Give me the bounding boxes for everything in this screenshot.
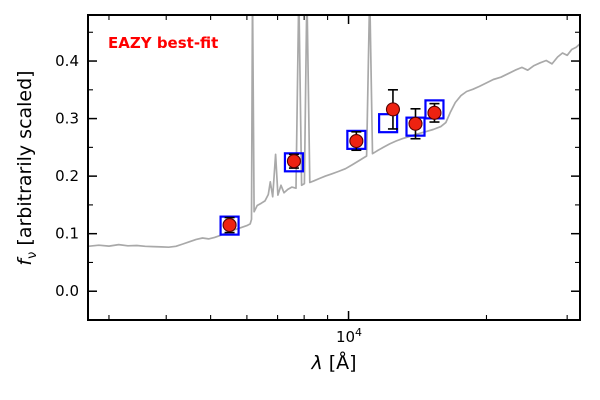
observed-photometry-point (408, 116, 423, 131)
eazy-best-fit-label: EAZY best-fit (108, 34, 219, 52)
x-tick-base: 10 (335, 328, 356, 346)
observed-photometry-point (222, 217, 237, 233)
x-axis-label-rest: [Å] (322, 352, 357, 374)
x-major-tick-label: 104 (336, 326, 362, 346)
y-axis-subscript: ν (24, 251, 40, 259)
y-tick-label: 0.3 (55, 110, 79, 128)
observed-photometry-point (349, 133, 364, 149)
y-tick-label: 0.4 (55, 52, 79, 70)
y-axis-symbol: f (14, 258, 37, 266)
observed-photometry-point (286, 154, 301, 169)
model-spectrum-line (88, 15, 580, 249)
x-axis-symbol: λ (311, 352, 323, 374)
model-photometry-point (219, 215, 240, 236)
observed-photometry-point (385, 102, 400, 117)
y-tick-label: 0.0 (55, 282, 79, 300)
observed-photometry-point (427, 105, 442, 120)
y-tick-label: 0.2 (55, 167, 79, 185)
y-tick-label: 0.1 (55, 225, 79, 243)
y-axis-label: fν [arbitrarily scaled] (14, 70, 40, 265)
plot-frame (87, 14, 581, 321)
model-photometry-point (283, 152, 305, 173)
x-axis-label: λ [Å] (311, 352, 356, 374)
y-axis-label-rest: [arbitrarily scaled] (14, 70, 37, 252)
x-tick-exponent: 4 (355, 326, 363, 339)
